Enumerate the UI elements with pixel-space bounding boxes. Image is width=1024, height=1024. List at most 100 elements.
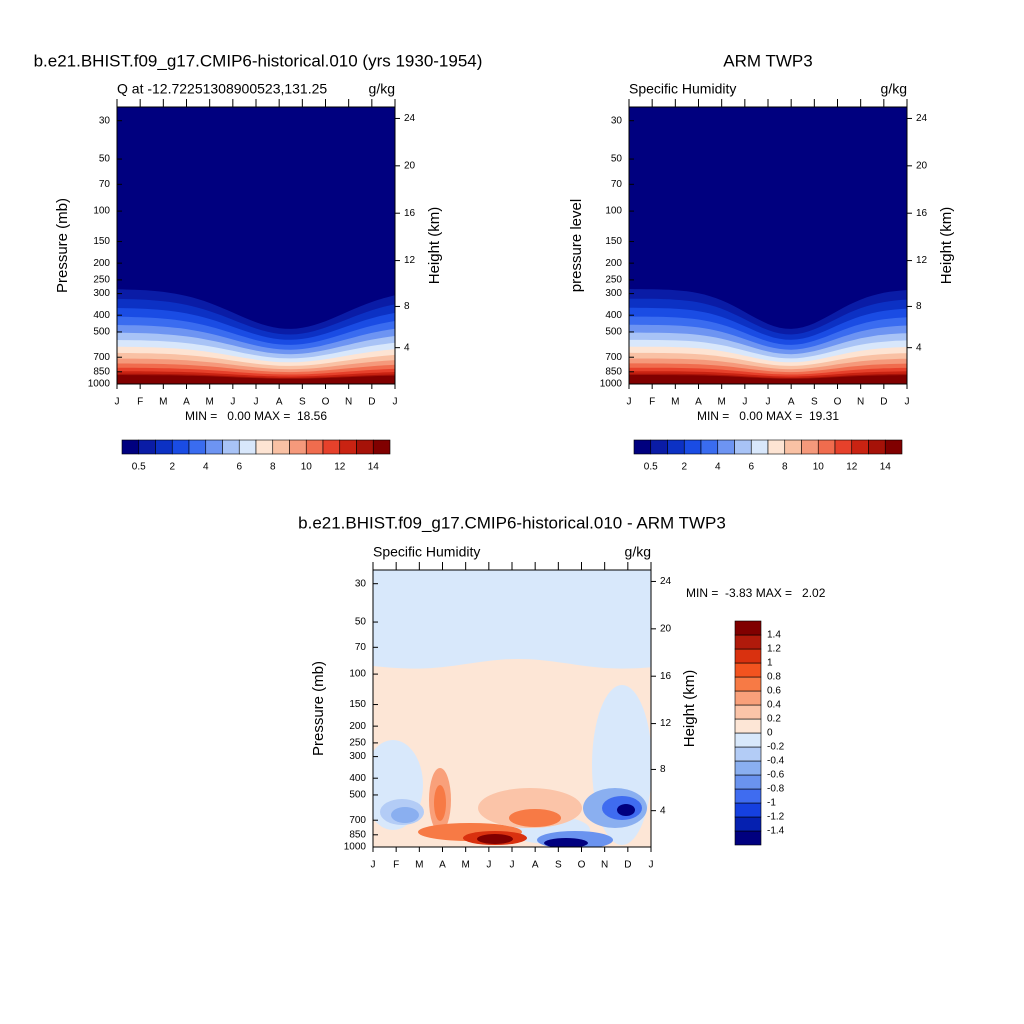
colorbar-box xyxy=(255,439,274,455)
colorbar-box xyxy=(834,439,853,455)
colorbar-label: 12 xyxy=(846,462,858,473)
y-tick-label: 850 xyxy=(605,366,622,377)
colorbar-box xyxy=(851,439,869,455)
colorbar-box xyxy=(650,439,668,455)
colorbar-box xyxy=(188,439,207,455)
colorbar-label: 0.2 xyxy=(767,714,781,725)
y-tick-label: 250 xyxy=(349,738,366,749)
colorbar-box xyxy=(750,439,769,455)
y-tick-label: 300 xyxy=(93,288,110,299)
colorbar-label: 4 xyxy=(203,462,209,473)
colorbar-label: 0.5 xyxy=(644,462,658,473)
y-tick-label: 200 xyxy=(349,721,366,732)
y2-axis-label: Height (km) xyxy=(426,207,443,285)
colorbar-label: 12 xyxy=(334,462,346,473)
y2-tick-label: 4 xyxy=(916,342,922,353)
colorbar-box xyxy=(155,439,173,455)
x-tick-label: N xyxy=(857,397,864,408)
y-tick-label: 50 xyxy=(611,154,623,165)
y-tick-label: 70 xyxy=(611,179,623,190)
y2-tick-label: 24 xyxy=(660,576,672,587)
x-tick-label: M xyxy=(461,860,469,871)
y-tick-label: 850 xyxy=(93,366,110,377)
colorbar-box xyxy=(734,830,762,846)
colorbar-box xyxy=(356,439,374,455)
colorbar-label: 10 xyxy=(301,462,313,473)
x-tick-label: A xyxy=(439,860,446,871)
colorbar-box xyxy=(222,439,240,455)
x-tick-label: O xyxy=(578,860,586,871)
y-tick-label: 1000 xyxy=(344,842,367,853)
y-tick-label: 50 xyxy=(99,154,111,165)
contour-field xyxy=(117,107,395,384)
y-tick-label: 1000 xyxy=(600,379,623,390)
stats-label: MIN = -3.83 MAX = 2.02 xyxy=(686,586,826,600)
x-tick-label: J xyxy=(115,397,120,408)
colorbar-label: 0.4 xyxy=(767,700,781,711)
y2-tick-label: 8 xyxy=(916,301,922,312)
contour-field xyxy=(373,570,651,847)
colorbar-label: -0.4 xyxy=(767,756,785,767)
contour-band xyxy=(629,375,907,384)
stats-label: MIN = 0.00 MAX = 18.56 xyxy=(185,409,327,423)
x-tick-label: M xyxy=(205,397,213,408)
colorbar-box xyxy=(372,439,391,455)
y2-tick-label: 4 xyxy=(404,342,410,353)
x-tick-label: J xyxy=(230,397,235,408)
colorbar-label: 8 xyxy=(782,462,788,473)
colorbar-label: 0.6 xyxy=(767,686,781,697)
colorbar-label: 14 xyxy=(880,462,892,473)
x-tick-label: S xyxy=(811,397,818,408)
colorbar-box xyxy=(734,690,762,706)
y-axis-label: pressure level xyxy=(568,199,585,292)
colorbar-label: 1.2 xyxy=(767,644,781,655)
colorbar-label: 4 xyxy=(715,462,721,473)
colorbar-label: 2 xyxy=(681,462,687,473)
colorbar-box xyxy=(322,439,341,455)
colorbar-box xyxy=(734,718,762,734)
x-tick-label: M xyxy=(159,397,167,408)
chart-title: ARM TWP3 xyxy=(723,51,812,70)
colorbar-box xyxy=(784,439,802,455)
y-tick-label: 400 xyxy=(93,310,110,321)
x-tick-label: M xyxy=(671,397,679,408)
colorbar-box xyxy=(717,439,735,455)
subtitle: Specific Humidity xyxy=(629,81,736,97)
y2-tick-label: 8 xyxy=(404,301,410,312)
colorbar-label: 8 xyxy=(270,462,276,473)
y-tick-label: 300 xyxy=(349,751,366,762)
subtitle: Specific Humidity xyxy=(373,544,480,560)
colorbar-label: 0.5 xyxy=(132,462,146,473)
x-tick-label: F xyxy=(137,397,143,408)
y-tick-label: 700 xyxy=(349,815,366,826)
y2-tick-label: 20 xyxy=(404,160,416,171)
colorbar-label: 6 xyxy=(748,462,754,473)
x-tick-label: J xyxy=(254,397,259,408)
colorbar-box xyxy=(734,788,762,804)
colorbar-box xyxy=(734,732,762,748)
y-tick-label: 400 xyxy=(349,773,366,784)
colorbar-box xyxy=(205,439,223,455)
colorbar-label: 6 xyxy=(236,462,242,473)
colorbar-label: -1.2 xyxy=(767,812,785,823)
colorbar-box xyxy=(683,439,702,455)
colorbar-box xyxy=(817,439,836,455)
y2-tick-label: 24 xyxy=(916,113,928,124)
colorbar-box xyxy=(734,760,762,776)
y-tick-label: 1000 xyxy=(88,379,111,390)
y-tick-label: 100 xyxy=(349,669,366,680)
colorbar-box xyxy=(289,439,307,455)
y-tick-label: 300 xyxy=(605,288,622,299)
colorbar-box xyxy=(633,439,652,455)
y-axis-label: Pressure (mb) xyxy=(54,198,71,293)
x-tick-label: S xyxy=(299,397,306,408)
x-tick-label: J xyxy=(393,397,398,408)
colorbar-box xyxy=(801,439,819,455)
x-tick-label: A xyxy=(788,397,795,408)
y-tick-label: 150 xyxy=(605,236,622,247)
y-tick-label: 250 xyxy=(605,275,622,286)
x-tick-label: A xyxy=(276,397,283,408)
y-tick-label: 70 xyxy=(355,642,367,653)
y-tick-label: 50 xyxy=(355,617,367,628)
